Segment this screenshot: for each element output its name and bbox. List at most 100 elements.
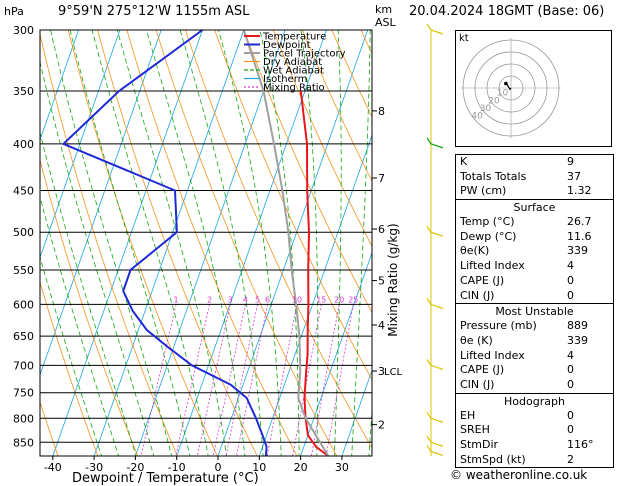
height-unit-asl: ASL: [375, 16, 396, 29]
table-row: Pressure (mb) 889: [456, 319, 613, 334]
pressure-tick-label: 350: [13, 85, 34, 98]
indices-panel: K 9 Totals Totals 37 PW (cm) 1.32 Surface Tem…: [455, 154, 614, 469]
hodograph-ring-label: 30: [480, 104, 492, 114]
hodograph-ring-label: 20: [488, 96, 500, 106]
dry-adiabat-line: [624, 30, 629, 456]
isotherm-line: [52, 30, 203, 456]
plot-frame: [39, 29, 373, 457]
row-label: Pressure (mb): [460, 319, 537, 333]
dry-adiabat-line: [40, 400, 59, 456]
indices-rows: K 9 Totals Totals 37 PW (cm) 1.32: [456, 155, 613, 199]
km-tick-label: 8: [378, 105, 385, 118]
wind-barb: [426, 445, 444, 457]
wet-adiabat-line: [91, 30, 209, 456]
x-tick-label: 30: [335, 461, 349, 474]
hodograph-ring-label: 40: [471, 112, 483, 122]
hodograph-table-title: Hodograph: [504, 394, 565, 408]
pressure-tick-label: 750: [13, 387, 34, 400]
legend-entry: Isotherm: [263, 74, 307, 85]
mixing-ratio-label: 5: [255, 295, 260, 304]
km-tick-label: 7: [378, 172, 385, 185]
mixing-ratio-label: 3: [228, 295, 233, 304]
wind-barb: [426, 225, 444, 237]
table-row: Temp (°C) 26.7: [456, 215, 613, 230]
isotherm-line: [300, 251, 372, 456]
table-row: SREH 0: [456, 423, 613, 438]
row-value: 2: [567, 452, 574, 466]
wind-barb: [426, 411, 444, 423]
isotherm-line: [40, 30, 121, 259]
table-row: PW (cm) 1.32: [456, 184, 613, 199]
mixing-ratio-line: [236, 304, 268, 456]
x-tick-label: -30: [85, 461, 103, 474]
table-row: StmSpd (kt) 2: [456, 453, 613, 468]
wet-adiabat-line: [40, 195, 120, 456]
x-tick-label: -10: [168, 461, 186, 474]
credit-footer: © weatheronline.co.uk: [450, 468, 588, 482]
height-unit-label: km ASL: [375, 3, 396, 29]
wet-adiabat-line: [40, 131, 137, 456]
series-temperature: [299, 90, 329, 456]
row-label: Totals Totals: [460, 169, 527, 183]
mixing-ratio-line: [197, 304, 231, 456]
table-row: Lifted Index 4: [456, 259, 613, 274]
dry-adiabat-line: [302, 30, 372, 183]
row-value: 0: [567, 377, 574, 391]
row-value: 889: [567, 319, 588, 333]
wet-adiabat-line: [116, 30, 228, 456]
wind-barb: [426, 137, 444, 149]
x-tick-label: -40: [44, 461, 62, 474]
dry-adiabat-line: [272, 30, 372, 248]
mixing-ratio-label: 6: [265, 295, 270, 304]
legend-entry: Dry Adiabat: [263, 57, 322, 68]
row-value: 0: [567, 273, 574, 287]
most-unstable-section: Most Unstable Pressure (mb) 889 θe (K) 339 L…: [456, 303, 613, 392]
row-label: θe(K): [460, 244, 490, 258]
wet-adiabat-line: [300, 30, 319, 456]
row-value: 0: [567, 423, 574, 437]
wind-barb: [426, 435, 444, 447]
pressure-tick-label: 600: [13, 298, 34, 311]
table-row: EH 0: [456, 409, 613, 424]
dry-adiabat-line: [40, 280, 99, 456]
table-row: CIN (J) 0: [456, 289, 613, 304]
km-tick-label: 4: [378, 319, 385, 332]
isotherm-line: [135, 30, 286, 456]
pressure-tick-label: 550: [13, 264, 34, 277]
pressure-tick-label: 300: [13, 24, 34, 37]
table-row: θe(K) 339: [456, 244, 613, 259]
isotherm-line: [176, 30, 327, 456]
legend-entry: Dewpoint: [263, 40, 311, 51]
mixing-ratio-axis-title: Mixing Ratio (g/kg): [386, 223, 400, 336]
km-tick-label: 5: [378, 275, 385, 288]
row-value: 0: [567, 288, 574, 302]
surface-title: Surface: [513, 201, 556, 215]
mixing-ratio-line: [175, 304, 210, 456]
x-tick-label: 10: [252, 461, 266, 474]
row-value: 4: [567, 259, 574, 273]
mixing-ratio-label: 20: [334, 295, 344, 304]
row-label: EH: [460, 408, 476, 422]
mixing-ratio-line: [225, 304, 258, 456]
dry-adiabat-line: [185, 30, 372, 449]
row-value: 339: [567, 244, 588, 258]
most-unstable-title: Most Unstable: [495, 305, 574, 319]
dry-adiabat-line: [214, 30, 372, 381]
km-tick-label: 3: [378, 365, 385, 378]
legend-entry: Parcel Trajectory: [263, 49, 346, 60]
pressure-tick-label: 850: [13, 436, 34, 449]
datetime-label: 20.04.2024 18GMT (Base: 06): [409, 4, 605, 19]
isotherm-line: [341, 369, 372, 456]
row-value: 26.7: [567, 215, 592, 229]
isotherm-line: [258, 134, 372, 456]
row-label: StmDir: [460, 438, 499, 451]
row-label: Lifted Index: [460, 259, 525, 273]
row-value: 4: [567, 348, 574, 362]
row-value: 0: [567, 408, 574, 422]
wet-adiabat-line: [40, 60, 155, 456]
mixing-ratio-label: 4: [243, 295, 248, 304]
km-tick-label: 6: [378, 223, 385, 236]
x-tick-label: -20: [126, 461, 144, 474]
